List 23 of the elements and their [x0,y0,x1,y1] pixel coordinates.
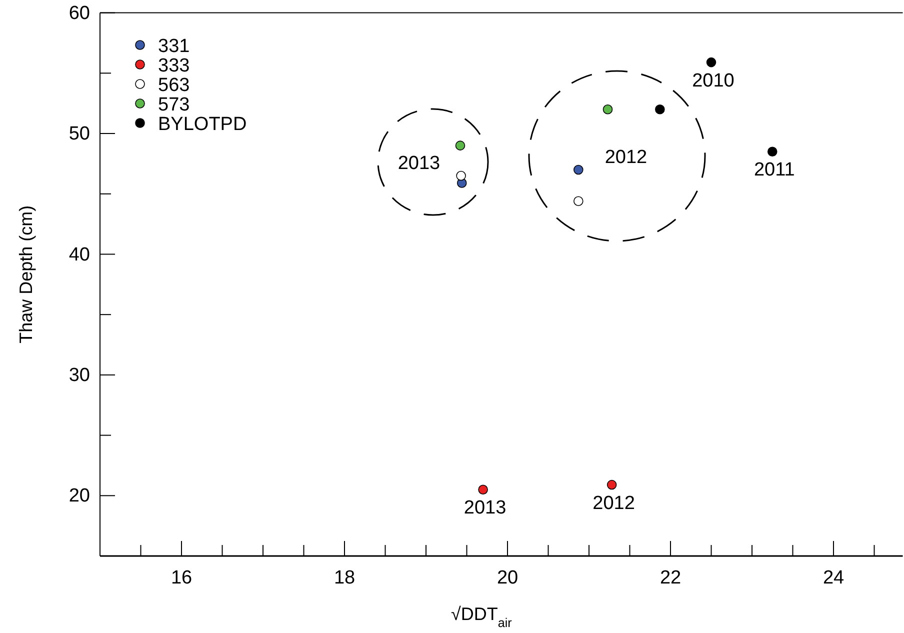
annotation: 2012 [604,147,648,168]
legend-label: BYLOTPD [158,114,247,135]
legend-label: 573 [158,94,190,116]
y-tick-label: 40 [68,244,90,266]
annotation: 2011 [754,160,795,181]
y-tick-label: 20 [68,486,90,507]
x-axis-title: √DDT$_{air}$ [450,604,512,630]
annotation: 2012 [592,492,635,514]
annotation: 2013 [398,153,440,174]
annotation: 2010 [692,70,734,92]
annotation: 2013 [464,498,506,519]
y-axis-title: Thaw Depth (cm) [16,205,36,344]
x-tick-label: 24 [822,567,844,588]
legend-label: 333 [158,56,190,76]
x-tick-label: 16 [170,567,192,588]
y-tick-label: 50 [68,124,90,145]
x-tick-label: 22 [660,567,682,588]
y-tick-label: 30 [68,365,90,386]
y-tick-label: 60 [68,2,90,24]
legend-label: 331 [158,36,190,57]
x-tick-label: 18 [334,567,356,588]
x-tick-label: 20 [496,567,518,588]
legend-label: 563 [158,75,190,96]
